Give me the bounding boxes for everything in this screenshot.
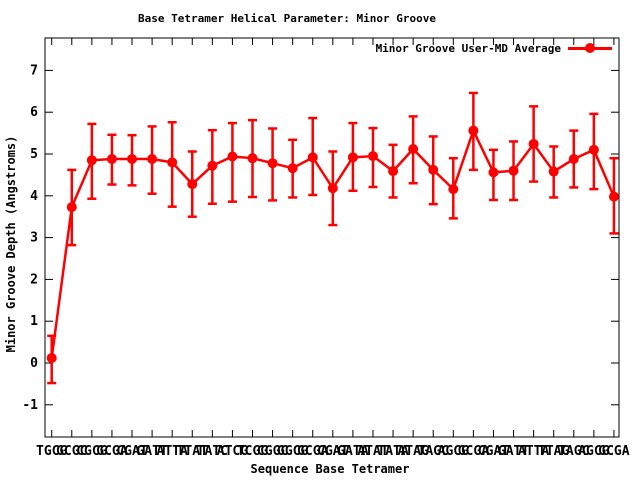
plot-border <box>44 37 620 438</box>
svg-text:0: 0 <box>30 356 38 371</box>
legend: Minor Groove User-MD Average <box>376 40 612 56</box>
svg-text:GCGA: GCGA <box>96 444 127 459</box>
svg-text:TATC: TATC <box>197 444 228 459</box>
svg-text:TAGC: TAGC <box>418 444 449 459</box>
svg-text:CGCG: CGCG <box>76 444 107 459</box>
error-bars <box>47 91 619 385</box>
legend-label: Minor Groove User-MD Average <box>375 41 561 55</box>
legend-line-sample <box>568 40 612 56</box>
svg-text:CGAT: CGAT <box>116 444 147 459</box>
svg-text:TATA: TATA <box>377 444 408 459</box>
y-axis-label: Minor Groove Depth (Angstroms) <box>4 135 18 353</box>
svg-text:AGCG: AGCG <box>578 444 609 459</box>
svg-text:GCGC: GCGC <box>56 444 87 459</box>
svg-text:GATA: GATA <box>337 444 368 459</box>
svg-text:CGAT: CGAT <box>317 444 348 459</box>
svg-text:2: 2 <box>30 272 38 287</box>
svg-text:CGGC: CGGC <box>257 444 288 459</box>
svg-text:4: 4 <box>30 189 38 204</box>
svg-text:3: 3 <box>30 231 38 246</box>
svg-text:GCGA: GCGA <box>297 444 328 459</box>
svg-text:TAGC: TAGC <box>558 444 589 459</box>
series-points <box>46 125 619 363</box>
svg-text:GGCG: GGCG <box>277 444 308 459</box>
svg-text:AGCG: AGCG <box>438 444 469 459</box>
svg-text:ATTA: ATTA <box>518 444 549 459</box>
svg-text:ATCG: ATCG <box>217 444 248 459</box>
svg-text:TTAG: TTAG <box>538 444 569 459</box>
x-axis-label: Sequence Base Tetramer <box>250 462 410 476</box>
svg-text:1: 1 <box>30 314 38 329</box>
svg-text:5: 5 <box>30 147 38 162</box>
svg-text:-1: -1 <box>22 398 38 413</box>
svg-text:CGAT: CGAT <box>478 444 509 459</box>
legend-sample-marker <box>585 43 595 53</box>
svg-text:TTAT: TTAT <box>177 444 208 459</box>
svg-text:GCGA: GCGA <box>598 444 629 459</box>
svg-text:6: 6 <box>30 105 38 120</box>
svg-text:TCGG: TCGG <box>237 444 268 459</box>
svg-text:GATT: GATT <box>136 444 167 459</box>
svg-text:GCGA: GCGA <box>458 444 489 459</box>
svg-text:7: 7 <box>30 63 38 78</box>
svg-text:GATT: GATT <box>498 444 529 459</box>
svg-text:ATAG: ATAG <box>397 444 428 459</box>
svg-text:ATTA: ATTA <box>157 444 188 459</box>
svg-text:TGCG: TGCG <box>36 444 67 459</box>
chart-title: Base Tetramer Helical Parameter: Minor G… <box>137 12 436 25</box>
y-ticks: -1 0 1 2 3 4 5 6 7 <box>22 63 619 413</box>
svg-text:ATAT: ATAT <box>357 444 388 459</box>
x-ticks: TGCGGCGCCGCGGCGACGATGATTATTATTATTATCATCG… <box>36 38 630 459</box>
